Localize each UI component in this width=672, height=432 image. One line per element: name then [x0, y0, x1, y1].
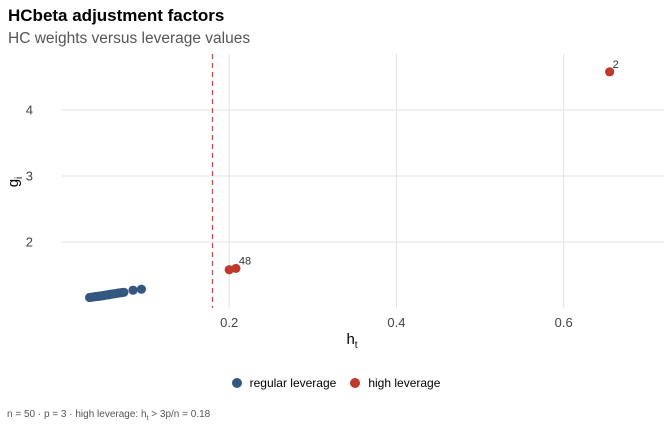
point-label: 2 — [613, 59, 619, 71]
caption-subscript: t — [146, 415, 149, 422]
tick-labels: 2 3 4 0.2 0.4 0.6 — [26, 103, 573, 330]
axis-label-subscript: t — [355, 340, 358, 351]
chart-title: HCbeta adjustment factors — [8, 6, 225, 25]
point-regular-leverage — [119, 287, 129, 297]
legend-label-regular: regular leverage — [249, 376, 337, 390]
y-axis-label: gi — [5, 177, 25, 188]
x-tick-label: 0.6 — [555, 315, 573, 330]
chart-subtitle: HC weights versus leverage values — [8, 30, 251, 47]
caption-text-2: > 3p/n = 0.18 — [148, 409, 211, 420]
data-points — [84, 67, 615, 303]
point-regular-leverage — [128, 285, 138, 295]
x-axis-label: ht — [346, 331, 357, 351]
point-high-leverage — [605, 67, 615, 77]
point-labels: 48 2 — [239, 59, 619, 268]
x-tick-label: 0.4 — [387, 315, 405, 330]
point-label: 48 — [239, 255, 251, 267]
caption-text-1: n = 50 · p = 3 · high leverage: h — [7, 409, 147, 420]
point-regular-leverage — [136, 284, 147, 294]
x-tick-label: 0.2 — [220, 315, 238, 330]
legend-marker-regular — [231, 378, 242, 388]
axis-label-main: h — [346, 331, 354, 348]
legend-item-high: high leverage — [350, 376, 440, 390]
grid-lines — [62, 54, 664, 308]
axis-label-main: g — [5, 179, 22, 187]
y-tick-label: 3 — [26, 169, 33, 184]
legend: regular leverage high leverage — [0, 376, 672, 390]
legend-marker-high — [350, 378, 361, 388]
legend-label-high: high leverage — [368, 376, 441, 390]
y-tick-label: 2 — [26, 235, 33, 250]
point-high-leverage — [231, 263, 241, 274]
legend-item-regular: regular leverage — [231, 376, 337, 390]
y-tick-label: 4 — [26, 103, 33, 118]
chart-caption: n = 50 · p = 3 · high leverage: ht > 3p/… — [7, 409, 210, 422]
axis-label-subscript: i — [14, 177, 25, 179]
